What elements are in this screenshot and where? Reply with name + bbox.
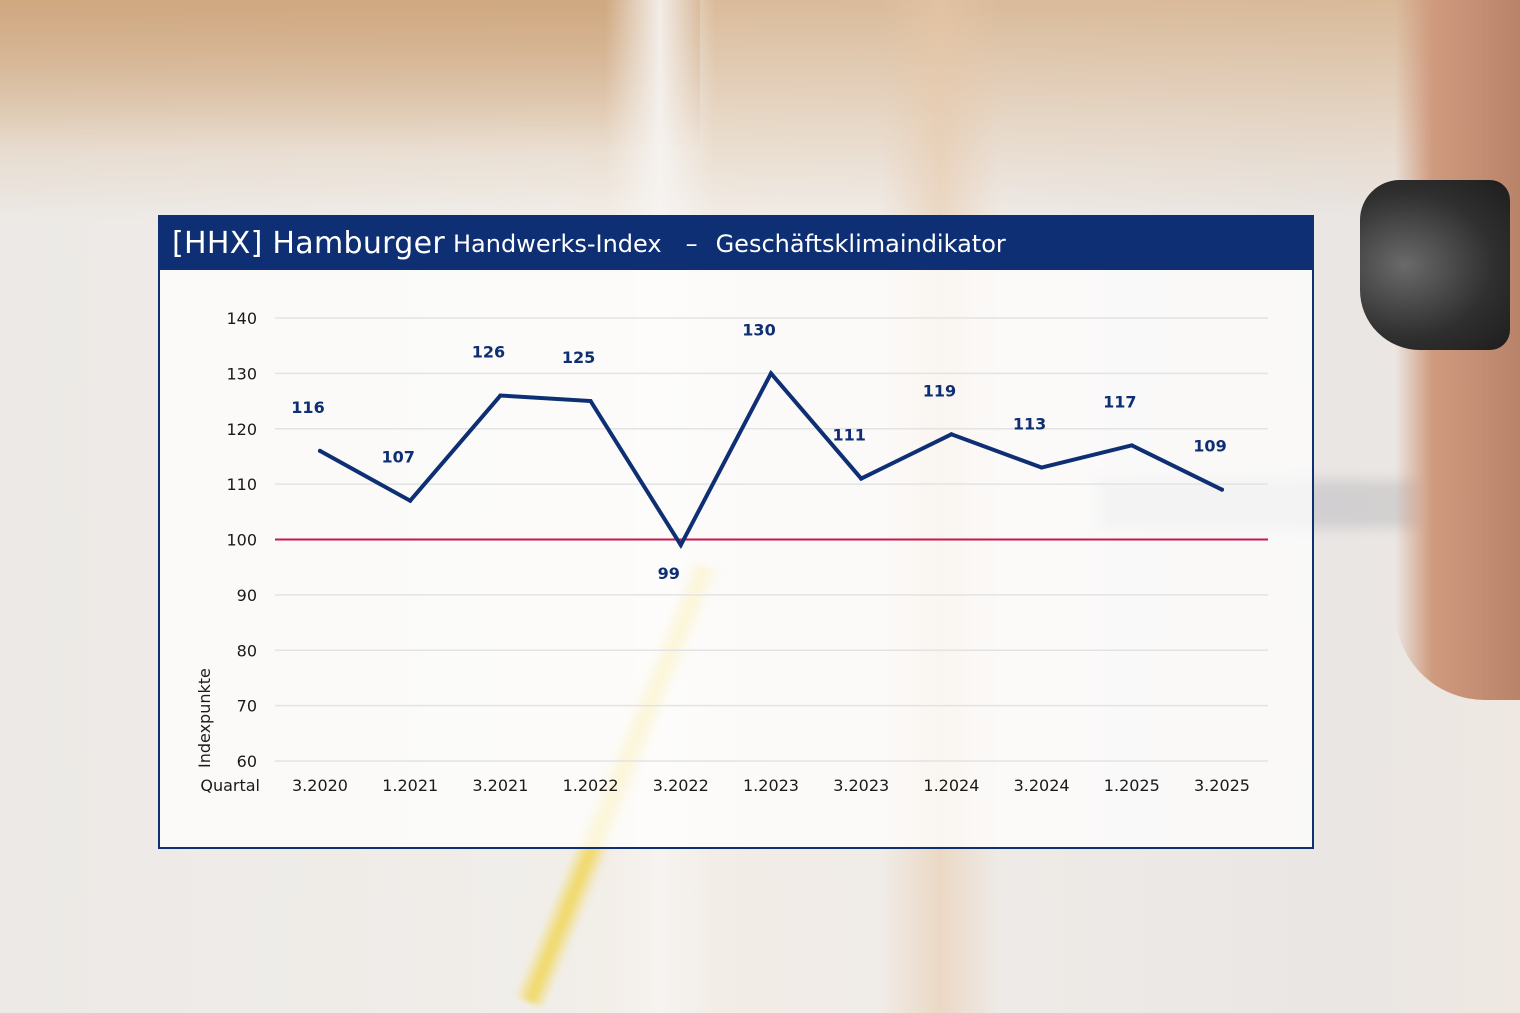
chart-header: [HHX] Hamburger Handwerks-Index – Geschä… — [160, 217, 1312, 270]
data-point — [1129, 443, 1134, 448]
data-point — [769, 371, 773, 376]
x-tick-label: 1.2022 — [563, 776, 619, 795]
x-tick-label: 3.2020 — [292, 776, 348, 795]
x-tick-label: 3.2025 — [1194, 776, 1250, 795]
header-brand: [HHX] Hamburger — [172, 226, 445, 261]
y-tick-label: 130 — [226, 364, 257, 383]
chart-grid — [275, 317, 1268, 762]
series-line — [318, 369, 1224, 550]
x-tick-label: 1.2021 — [382, 776, 438, 795]
y-tick-label: 140 — [226, 309, 257, 328]
x-tick-label: 3.2022 — [653, 776, 709, 795]
y-tick-label: 120 — [226, 420, 257, 439]
data-label: 119 — [923, 381, 956, 400]
data-point — [1220, 487, 1224, 492]
background-watch — [1360, 180, 1510, 350]
data-point — [678, 543, 683, 548]
y-tick-label: 110 — [226, 475, 257, 494]
data-label: 130 — [742, 320, 775, 339]
series-group — [318, 369, 1224, 550]
x-axis-ticks: 3.2020 1.2021 3.2021 1.2022 3.2022 1.2023 3.20… — [292, 776, 1250, 795]
x-tick-label: 3.2024 — [1014, 776, 1070, 795]
data-point — [1039, 465, 1044, 470]
x-tick-label: 3.2021 — [472, 776, 528, 795]
y-tick-label: 70 — [237, 697, 257, 716]
x-tick-label: 1.2024 — [923, 776, 979, 795]
data-point — [408, 498, 413, 503]
data-label: 109 — [1193, 437, 1226, 456]
data-label: 116 — [291, 398, 324, 417]
data-point — [588, 399, 593, 404]
y-tick-label: 100 — [226, 531, 257, 550]
chart-panel: [HHX] Hamburger Handwerks-Index – Geschä… — [158, 215, 1314, 849]
data-label: 126 — [472, 343, 505, 362]
y-tick-label: 90 — [237, 586, 257, 605]
data-label: 107 — [381, 448, 414, 467]
data-label: 111 — [832, 426, 865, 445]
background-arm — [1395, 0, 1520, 700]
y-tick-label: 60 — [237, 752, 257, 771]
data-label: 113 — [1013, 415, 1046, 434]
data-label: 125 — [562, 348, 595, 367]
header-indicator: Geschäftsklimaindikator — [715, 229, 1006, 258]
data-point — [949, 432, 954, 437]
y-axis-label: Indexpunkte — [195, 668, 214, 768]
x-tick-label: 1.2025 — [1104, 776, 1160, 795]
x-tick-label: 3.2023 — [833, 776, 889, 795]
data-label: 99 — [658, 564, 680, 583]
data-label: 117 — [1103, 392, 1136, 411]
y-tick-label: 80 — [237, 641, 257, 660]
data-point — [318, 448, 322, 453]
data-point — [859, 476, 864, 481]
y-axis-ticks: 140 130 120 110 100 90 80 70 60 — [226, 309, 257, 771]
data-point — [498, 393, 503, 398]
background-wood — [0, 0, 700, 150]
x-tick-label: 1.2023 — [743, 776, 799, 795]
header-subtitle: Handwerks-Index — [452, 229, 662, 258]
x-axis-label: Quartal — [200, 776, 260, 795]
data-labels: 116 107 126 125 99 130 111 119 113 117 109 — [291, 320, 1226, 583]
header-separator: – — [685, 229, 698, 258]
